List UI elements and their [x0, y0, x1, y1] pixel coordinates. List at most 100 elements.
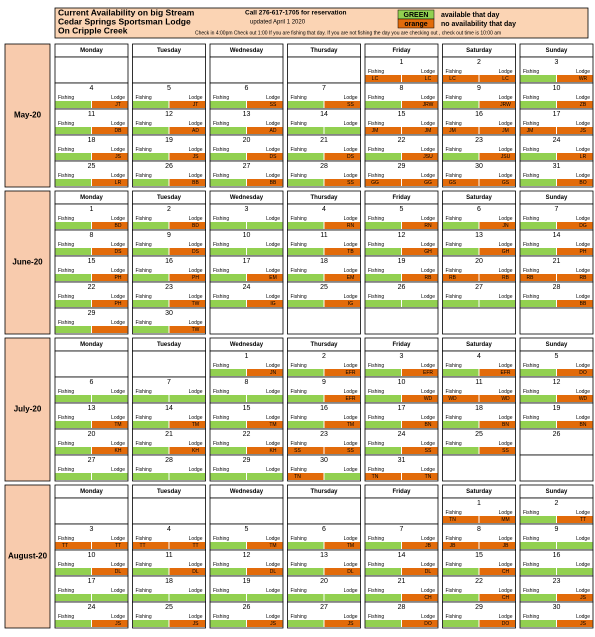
fishing-label: Fishing: [213, 173, 229, 179]
day-number: 5: [245, 526, 249, 533]
lodge-label: Lodge: [344, 294, 358, 300]
lodge-label: Lodge: [189, 242, 203, 248]
day-number: 29: [475, 604, 483, 611]
fishing-status: [288, 473, 324, 480]
header-title: On Cripple Creek: [58, 25, 128, 35]
lodge-status: [247, 620, 283, 627]
fishing-status: [365, 447, 401, 454]
fishing-label: Fishing: [58, 562, 74, 568]
lodge-code: BO: [579, 180, 586, 186]
lodge-status: [324, 274, 360, 281]
day-number: 16: [165, 258, 173, 265]
lodge-status: [169, 395, 205, 402]
lodge-status: [92, 153, 128, 160]
fishing-status: [520, 594, 556, 601]
day-number: 21: [553, 258, 561, 265]
lodge-label: Lodge: [499, 415, 513, 421]
fishing-label: Fishing: [136, 95, 152, 101]
day-number: 6: [90, 379, 94, 386]
fishing-status: [288, 594, 324, 601]
lodge-label: Lodge: [189, 147, 203, 153]
lodge-code: BN: [580, 422, 587, 428]
day-number: 23: [320, 431, 328, 438]
lodge-code: BB: [270, 180, 277, 186]
fishing-label: Fishing: [213, 95, 229, 101]
lodge-status: [324, 300, 360, 307]
lodge-status: [557, 594, 593, 601]
lodge-label: Lodge: [266, 415, 280, 421]
lodge-status: [479, 568, 515, 575]
fishing-status: [365, 179, 401, 186]
day-number: 10: [88, 552, 96, 559]
day-number: 8: [400, 85, 404, 92]
lodge-label: Lodge: [499, 147, 513, 153]
lodge-code: PH: [115, 275, 122, 281]
fishing-status: [133, 248, 169, 255]
fishing-status: [55, 127, 91, 134]
day-number: 29: [88, 310, 96, 317]
fishing-status: [443, 248, 479, 255]
day-number: 26: [165, 163, 173, 170]
lodge-code: TW: [192, 301, 200, 307]
lodge-status: [402, 248, 438, 255]
fishing-status: [133, 542, 169, 549]
day-number: 23: [553, 578, 561, 585]
fishing-label: Fishing: [368, 588, 384, 594]
lodge-code: PH: [115, 301, 122, 307]
fishing-code: WD: [448, 396, 457, 402]
lodge-code: SS: [347, 448, 354, 454]
fishing-label: Fishing: [368, 441, 384, 447]
fishing-label: Fishing: [368, 242, 384, 248]
fishing-label: Fishing: [213, 242, 229, 248]
lodge-label: Lodge: [189, 95, 203, 101]
day-number: 1: [477, 500, 481, 507]
lodge-status: [324, 395, 360, 402]
day-cell: [519, 307, 594, 335]
month-label-box: [4, 337, 51, 482]
lodge-label: Lodge: [499, 441, 513, 447]
lodge-status: [92, 447, 128, 454]
fishing-label: Fishing: [136, 389, 152, 395]
day-number: 28: [553, 284, 561, 291]
lodge-label: Lodge: [421, 415, 435, 421]
day-number: 30: [553, 604, 561, 611]
day-number: 22: [243, 431, 251, 438]
fishing-label: Fishing: [291, 242, 307, 248]
lodge-code: CH: [502, 569, 510, 575]
lodge-code: JS: [580, 621, 587, 627]
fishing-label: Fishing: [136, 173, 152, 179]
lodge-code: LC: [502, 76, 509, 82]
fishing-label: Fishing: [446, 441, 462, 447]
fishing-status: [133, 222, 169, 229]
lodge-label: Lodge: [111, 95, 125, 101]
fishing-status: [288, 127, 324, 134]
day-number: 14: [553, 232, 561, 239]
fishing-label: Fishing: [213, 294, 229, 300]
lodge-code: DS: [115, 249, 123, 255]
lodge-status: [92, 620, 128, 627]
lodge-code: DS: [192, 249, 200, 255]
lodge-label: Lodge: [344, 536, 358, 542]
fishing-label: Fishing: [291, 121, 307, 127]
lodge-label: Lodge: [576, 242, 590, 248]
fishing-label: Fishing: [58, 536, 74, 542]
lodge-code: GH: [424, 249, 432, 255]
lodge-label: Lodge: [576, 121, 590, 127]
day-number: 28: [320, 163, 328, 170]
day-number: 31: [553, 163, 561, 170]
lodge-code: BD: [115, 223, 122, 229]
fishing-status: [365, 620, 401, 627]
fishing-label: Fishing: [523, 363, 539, 369]
day-number: 2: [477, 59, 481, 66]
weekday-label: Wednesday: [230, 489, 264, 495]
fishing-status: [133, 300, 169, 307]
lodge-label: Lodge: [111, 173, 125, 179]
fishing-status: [288, 274, 324, 281]
weekday-label: Monday: [80, 48, 103, 54]
lodge-status: [557, 274, 593, 281]
lodge-code: EFR: [346, 370, 356, 376]
day-number: 3: [90, 526, 94, 533]
lodge-label: Lodge: [499, 95, 513, 101]
lodge-code: JM: [425, 128, 432, 134]
fishing-status: [288, 300, 324, 307]
